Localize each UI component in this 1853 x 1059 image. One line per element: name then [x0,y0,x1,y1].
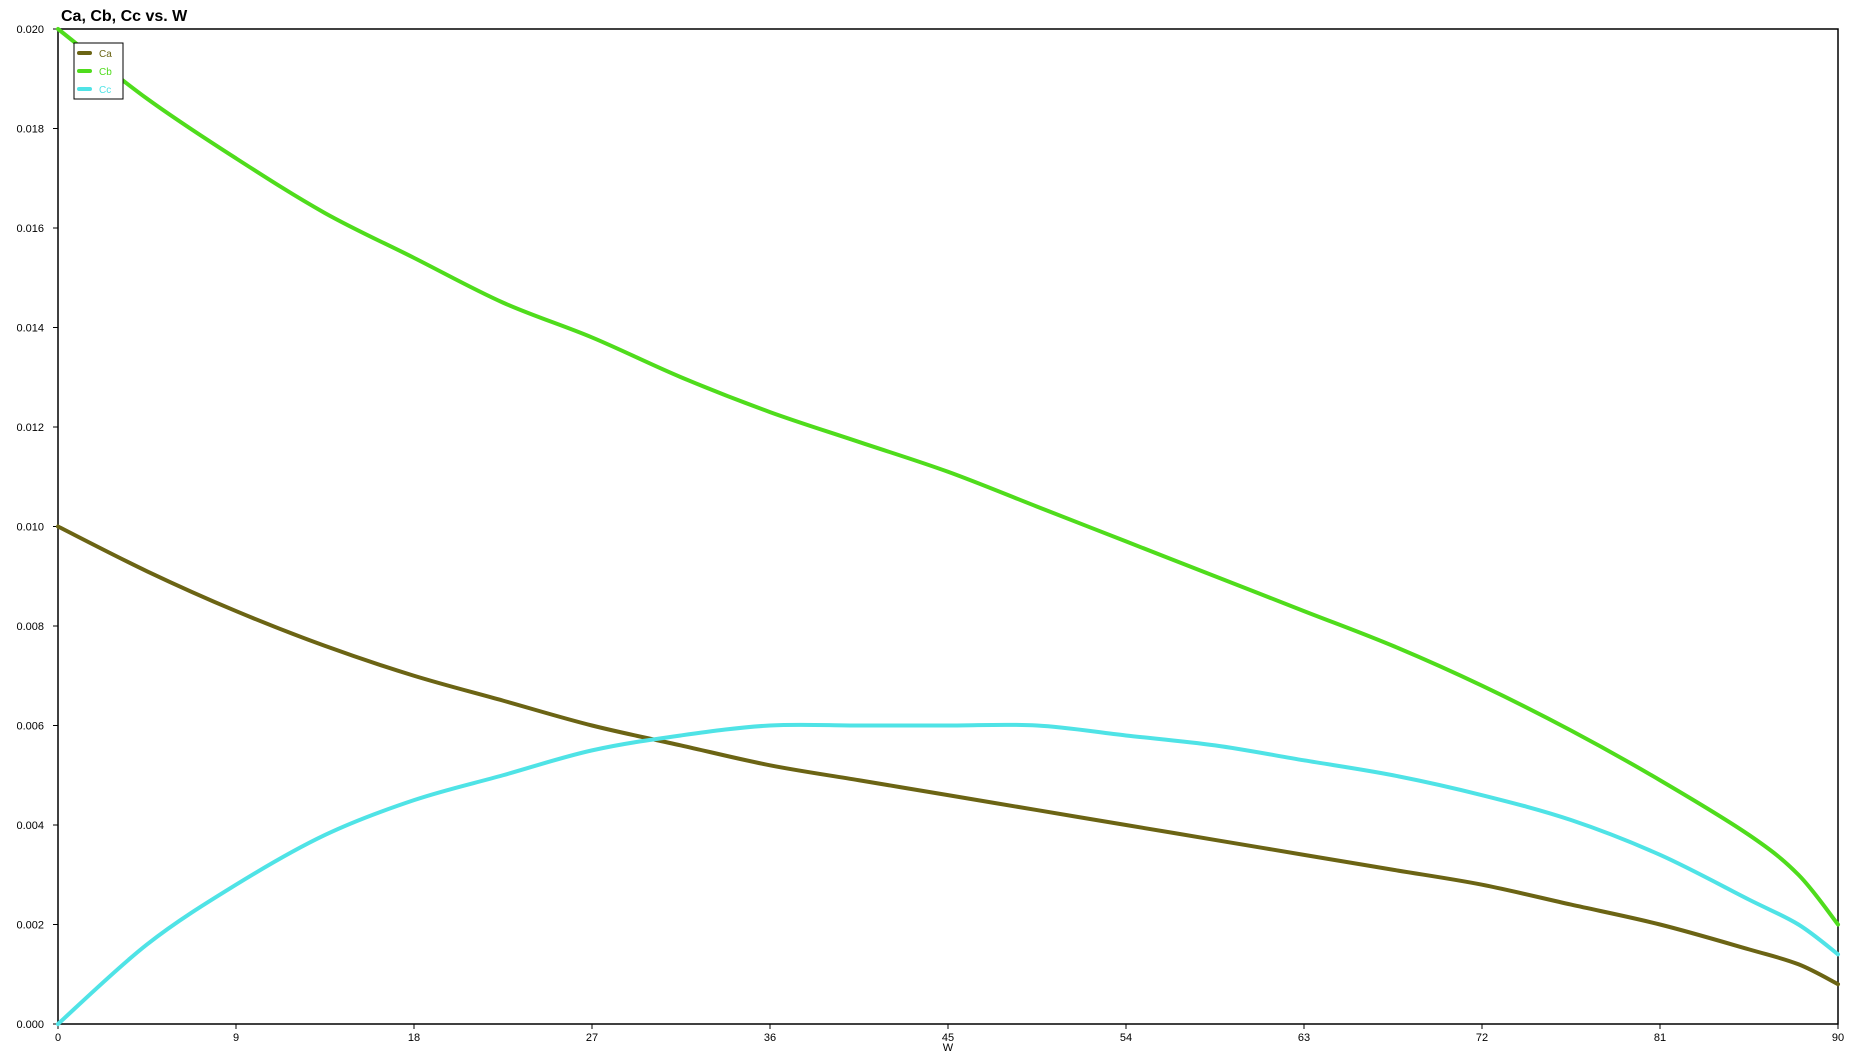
y-tick-label: 0.000 [16,1019,44,1031]
plot-area [57,28,1839,1025]
y-tick-label: 0.002 [16,920,44,932]
chart-title: Ca, Cb, Cc vs. W [61,8,188,25]
x-tick-label: 63 [1298,1032,1310,1044]
x-tick-label: 9 [233,1032,239,1044]
series-line-ca [56,524,1840,987]
x-axis: 0 9 18 27 36 45 54 63 72 81 90 [55,1024,1844,1044]
x-tick-label: 36 [764,1032,776,1044]
y-tick-label: 0.010 [16,522,44,534]
x-tick-label: 81 [1654,1032,1666,1044]
y-tick-label: 0.014 [16,323,44,335]
legend-items: Ca Cb Cc [77,49,112,96]
x-tick-label: 18 [408,1032,420,1044]
legend: Ca Cb Cc [73,42,124,100]
x-axis-label: W [943,1042,954,1054]
legend-label-cc: Cc [99,85,111,96]
y-tick-label: 0.004 [16,820,44,832]
x-tick-label: 45 [942,1032,954,1044]
series-line-cb [56,27,1840,927]
y-tick-label: 0.016 [16,223,44,235]
legend-label-cb: Cb [99,67,112,78]
series-group [56,27,1840,1026]
x-tick-label: 27 [586,1032,598,1044]
y-tick-label: 0.020 [16,24,44,36]
legend-label-ca: Ca [99,49,112,60]
x-tick-label: 54 [1120,1032,1132,1044]
y-tick-label: 0.018 [16,124,44,136]
y-tick-label: 0.006 [16,721,44,733]
y-tick-label: 0.012 [16,422,44,434]
y-axis: 0.000 0.002 0.004 0.006 0.008 0.010 0.012 0.014… [16,24,58,1031]
x-tick-label: 0 [55,1032,61,1044]
x-tick-label: 90 [1832,1032,1844,1044]
x-tick-label: 72 [1476,1032,1488,1044]
series-line-cc [56,722,1840,1026]
y-tick-label: 0.008 [16,621,44,633]
